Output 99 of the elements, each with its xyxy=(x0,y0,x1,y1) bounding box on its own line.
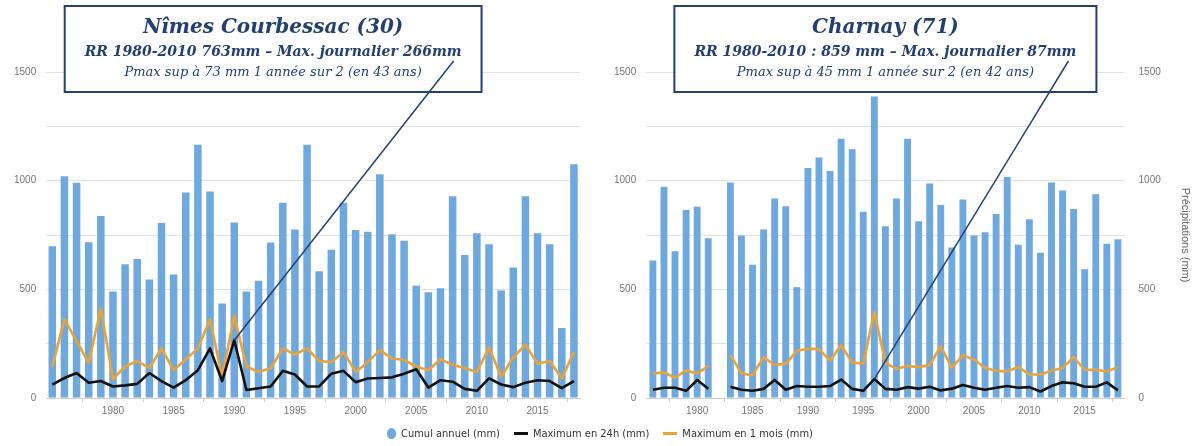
bar xyxy=(121,264,129,398)
y2-tick-label: 500 xyxy=(1138,283,1156,295)
bar xyxy=(1003,176,1011,398)
y-tick-label: 1000 xyxy=(14,174,37,186)
bar xyxy=(870,96,878,398)
bar xyxy=(893,198,900,398)
bar xyxy=(1070,208,1078,398)
bar xyxy=(915,221,923,398)
bar xyxy=(570,164,578,398)
bar xyxy=(1048,182,1055,398)
bar xyxy=(1025,219,1033,398)
bar xyxy=(793,287,801,398)
bar xyxy=(804,168,812,398)
y-tick-label: 0 xyxy=(630,391,637,403)
bar xyxy=(363,231,372,398)
y2-tick-label: 1000 xyxy=(1138,174,1162,186)
bar xyxy=(782,206,790,398)
bar xyxy=(1036,252,1044,398)
bar xyxy=(881,226,889,398)
bar xyxy=(649,260,657,398)
chart-title: Charnay (71) xyxy=(812,14,959,39)
x-tick-label: 2010 xyxy=(465,404,489,416)
bar xyxy=(303,144,311,398)
x-tick-label: 2005 xyxy=(405,404,428,416)
bar xyxy=(837,138,845,398)
bar xyxy=(279,202,287,398)
annotation: RR 1980-2010 763mm – Max. journalier 266mm xyxy=(83,42,462,59)
bar xyxy=(1059,190,1066,398)
x-tick-label: 1980 xyxy=(686,404,709,416)
bar xyxy=(315,271,323,398)
annotation: Pmax sup à 73 mm 1 année sur 2 (en 43 ans) xyxy=(123,64,422,80)
bar xyxy=(133,258,141,398)
x-tick-label: 1995 xyxy=(283,404,307,416)
x-tick-label: 1980 xyxy=(101,404,125,416)
x-tick-label: 2015 xyxy=(1073,404,1097,416)
annotation: RR 1980-2010 : 859 mm – Max. journalier 87mm xyxy=(693,42,1077,59)
bar xyxy=(1092,194,1100,398)
x-tick-label: 2000 xyxy=(907,404,931,416)
bar xyxy=(497,290,505,398)
bar xyxy=(376,174,384,398)
bar xyxy=(181,192,190,398)
bar xyxy=(904,138,911,398)
x-tick-label: 1985 xyxy=(162,404,186,416)
bar xyxy=(473,233,481,398)
x-tick-label: 1995 xyxy=(852,404,875,416)
x-tick-label: 2010 xyxy=(1018,404,1041,416)
y2-tick-label: 1500 xyxy=(1138,65,1162,77)
y-tick-label: 1500 xyxy=(14,65,37,77)
bar xyxy=(693,206,701,398)
bar xyxy=(738,235,745,398)
bar xyxy=(412,285,420,398)
legend-label: Maximum en 24h (mm) xyxy=(532,426,650,440)
bar xyxy=(726,182,734,398)
y-tick-label: 1500 xyxy=(614,65,637,77)
annotation: Pmax sup à 45 mm 1 année sur 2 (en 42 ans) xyxy=(735,64,1034,80)
bar xyxy=(545,244,554,398)
y-tick-label: 500 xyxy=(619,283,637,295)
y2-tick-label: 0 xyxy=(1138,391,1145,403)
bar xyxy=(327,249,336,398)
bar xyxy=(485,244,493,398)
bar xyxy=(1103,243,1111,398)
bar xyxy=(859,211,867,398)
bar xyxy=(771,198,779,398)
bar xyxy=(388,234,396,398)
bar xyxy=(291,229,299,398)
bar xyxy=(749,264,756,398)
bar xyxy=(959,199,967,398)
x-tick-label: 1990 xyxy=(223,404,246,416)
x-tick-label: 2015 xyxy=(526,404,550,416)
x-tick-label: 2000 xyxy=(344,404,368,416)
x-tick-label: 2005 xyxy=(962,404,986,416)
chart-title: Nîmes Courbessac (30) xyxy=(141,14,404,39)
bar xyxy=(461,255,469,398)
bar xyxy=(1081,269,1089,398)
bar xyxy=(704,238,712,398)
bar xyxy=(400,240,408,398)
bar xyxy=(848,149,856,398)
bar xyxy=(1114,239,1122,398)
bar xyxy=(926,183,934,398)
y-tick-label: 500 xyxy=(19,283,37,295)
bar xyxy=(937,205,945,398)
bar xyxy=(682,210,690,398)
bar xyxy=(194,144,202,398)
legend-label: Cumul annuel (mm) xyxy=(401,426,500,440)
legend-label: Maximum en 1 mois (mm) xyxy=(682,426,813,440)
y-tick-label: 1000 xyxy=(614,174,637,186)
bar xyxy=(72,182,81,398)
bar xyxy=(206,191,214,398)
y-tick-label: 0 xyxy=(30,391,37,403)
x-tick-label: 1985 xyxy=(741,404,765,416)
x-tick-label: 1990 xyxy=(796,404,820,416)
bar xyxy=(1014,244,1022,398)
bar xyxy=(948,247,956,398)
bar xyxy=(448,196,457,398)
y2-axis-title: Précipitations (mm) xyxy=(1180,187,1193,283)
bar xyxy=(533,233,542,398)
bar xyxy=(521,196,530,398)
bar xyxy=(760,229,768,398)
bar xyxy=(992,213,1000,398)
